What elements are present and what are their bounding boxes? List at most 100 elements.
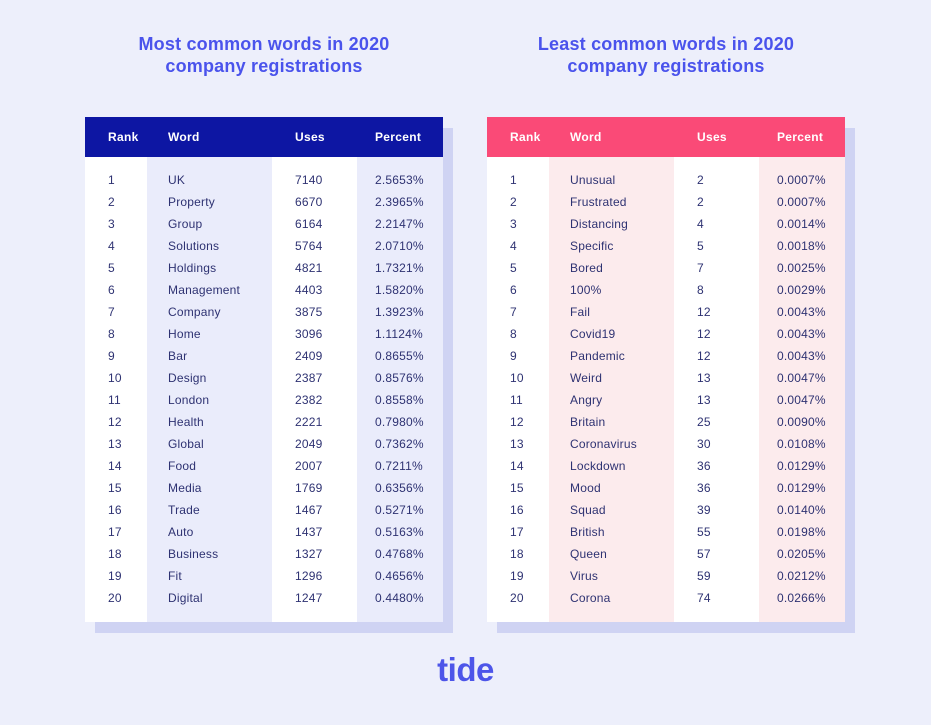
table-cell: 16 (108, 503, 122, 517)
table-cell: 9 (510, 349, 517, 363)
table-cell: Company (168, 305, 221, 319)
table-cell: Pandemic (570, 349, 625, 363)
table-cell: 7 (510, 305, 517, 319)
table-row: 15 Mood 36 0.0129% (487, 477, 845, 499)
table-row: 1 Unusual 2 0.0007% (487, 169, 845, 191)
table-cell: 17 (510, 525, 524, 539)
table-cell: 11 (510, 393, 523, 407)
column-header-percent: Percent (375, 130, 422, 144)
table-cell: Fail (570, 305, 591, 319)
table-cell: 0.0090% (777, 415, 826, 429)
table-row: 20 Corona 74 0.0266% (487, 587, 845, 609)
table-cell: 2.3965% (375, 195, 424, 209)
table-cell: 4 (510, 239, 517, 253)
table-cell: 0.0029% (777, 283, 826, 297)
table-cell: 19 (108, 569, 122, 583)
table-cell: 3096 (295, 327, 323, 341)
table-cell: 2.5653% (375, 173, 424, 187)
table-cell: 0.4480% (375, 591, 424, 605)
table-cell: 25 (697, 415, 711, 429)
table-cell: Angry (570, 393, 603, 407)
table-row: 13 Coronavirus 30 0.0108% (487, 433, 845, 455)
table-cell: Property (168, 195, 215, 209)
table-cell: 12 (108, 415, 122, 429)
table-cell: 4 (697, 217, 704, 231)
table-cell: Corona (570, 591, 611, 605)
table-cell: 0.0108% (777, 437, 826, 451)
table-cell: 2.2147% (375, 217, 424, 231)
table-row: 4 Specific 5 0.0018% (487, 235, 845, 257)
table-cell: 18 (108, 547, 122, 561)
table-cell: 30 (697, 437, 711, 451)
table-cell: Coronavirus (570, 437, 637, 451)
table-cell: 6 (108, 283, 115, 297)
table-cell: 1769 (295, 481, 323, 495)
table-cell: 2221 (295, 415, 323, 429)
table-row: 10 Weird 13 0.0047% (487, 367, 845, 389)
table-cell: 13 (510, 437, 524, 451)
table-row: 6 100% 8 0.0029% (487, 279, 845, 301)
table-cell: 0.8558% (375, 393, 424, 407)
table-row: 19 Fit 1296 0.4656% (85, 565, 443, 587)
table-cell: 2382 (295, 393, 323, 407)
most-common-title: Most common words in 2020 company regist… (85, 33, 443, 77)
table-row: 5 Bored 7 0.0025% (487, 257, 845, 279)
table-cell: 8 (108, 327, 115, 341)
table-cell: 0.0043% (777, 305, 826, 319)
table-cell: Holdings (168, 261, 217, 275)
table-cell: 1296 (295, 569, 323, 583)
table-cell: 2 (108, 195, 115, 209)
table-cell: 0.0129% (777, 481, 826, 495)
table-cell: 7 (108, 305, 115, 319)
table-cell: 13 (108, 437, 122, 451)
table-row: 1 UK 7140 2.5653% (85, 169, 443, 191)
table-cell: 1327 (295, 547, 323, 561)
table-cell: UK (168, 173, 186, 187)
table-row: 4 Solutions 5764 2.0710% (85, 235, 443, 257)
table-row: 15 Media 1769 0.6356% (85, 477, 443, 499)
table-cell: Home (168, 327, 201, 341)
table-cell: Design (168, 371, 207, 385)
table-cell: 0.7362% (375, 437, 424, 451)
table-cell: 9 (108, 349, 115, 363)
table-row: 3 Group 6164 2.2147% (85, 213, 443, 235)
table-cell: 0.0129% (777, 459, 826, 473)
table-row: 17 Auto 1437 0.5163% (85, 521, 443, 543)
table-cell: Media (168, 481, 202, 495)
table-cell: 15 (510, 481, 524, 495)
table-cell: 3 (510, 217, 517, 231)
table-cell: 0.0266% (777, 591, 826, 605)
table-cell: 0.0198% (777, 525, 826, 539)
table-cell: 0.0043% (777, 349, 826, 363)
table-cell: 14 (510, 459, 524, 473)
table-cell: 0.0014% (777, 217, 826, 231)
least-common-table: Rank Word Uses Percent 1 Unusual 2 0.0007% 2… (487, 117, 845, 622)
table-cell: 18 (510, 547, 524, 561)
table-cell: Unusual (570, 173, 616, 187)
table-cell: London (168, 393, 210, 407)
table-cell: 12 (510, 415, 524, 429)
table-cell: 20 (510, 591, 524, 605)
table-cell: 4403 (295, 283, 323, 297)
table-cell: 2409 (295, 349, 323, 363)
table-cell: 2387 (295, 371, 323, 385)
table-cell: 0.0018% (777, 239, 826, 253)
table-cell: Specific (570, 239, 614, 253)
table-cell: Bar (168, 349, 188, 363)
table-cell: 0.8655% (375, 349, 424, 363)
least-common-title-line1: Least common words in 2020 (537, 34, 795, 54)
table-row: 13 Global 2049 0.7362% (85, 433, 443, 455)
table-row: 6 Management 4403 1.5820% (85, 279, 443, 301)
table-cell: 17 (108, 525, 122, 539)
table-row: 11 Angry 13 0.0047% (487, 389, 845, 411)
table-row: 5 Holdings 4821 1.7321% (85, 257, 443, 279)
table-cell: British (570, 525, 605, 539)
table-row: 14 Lockdown 36 0.0129% (487, 455, 845, 477)
table-cell: 6 (510, 283, 517, 297)
table-cell: 12 (697, 305, 711, 319)
column-header-rank: Rank (108, 130, 139, 144)
table-row: 3 Distancing 4 0.0014% (487, 213, 845, 235)
table-cell: 2 (697, 195, 704, 209)
table-cell: 14 (108, 459, 122, 473)
table-cell: Trade (168, 503, 200, 517)
